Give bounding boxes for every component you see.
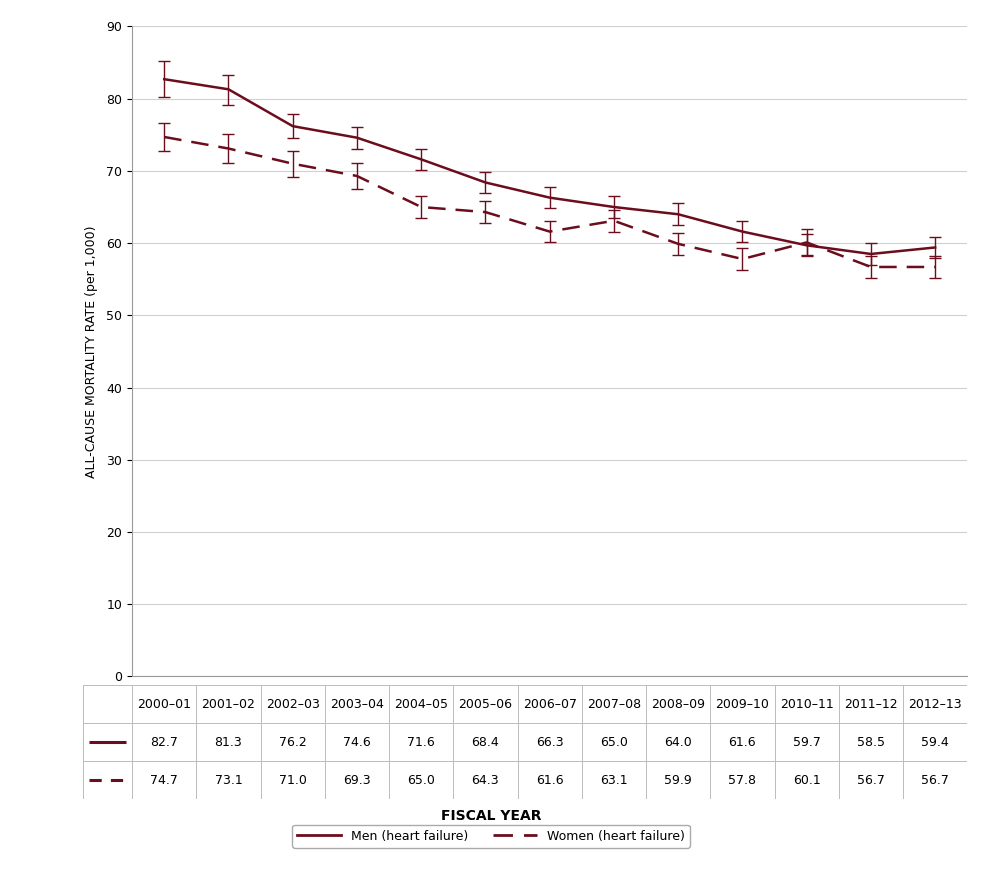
- Text: 63.1: 63.1: [600, 774, 627, 787]
- Text: 2002–03: 2002–03: [266, 698, 319, 711]
- Text: 82.7: 82.7: [150, 736, 178, 749]
- Text: 59.4: 59.4: [921, 736, 949, 749]
- Text: 2010–11: 2010–11: [780, 698, 834, 711]
- Text: 64.3: 64.3: [471, 774, 499, 787]
- Text: 2007–08: 2007–08: [587, 698, 641, 711]
- Text: 56.7: 56.7: [857, 774, 885, 787]
- Text: 60.1: 60.1: [792, 774, 821, 787]
- Text: 71.0: 71.0: [279, 774, 306, 787]
- Text: 65.0: 65.0: [408, 774, 435, 787]
- Text: 2000–01: 2000–01: [137, 698, 191, 711]
- Text: 61.6: 61.6: [729, 736, 756, 749]
- Text: 64.0: 64.0: [664, 736, 692, 749]
- Text: 65.0: 65.0: [600, 736, 627, 749]
- Text: 2011–12: 2011–12: [845, 698, 898, 711]
- Text: 66.3: 66.3: [536, 736, 564, 749]
- Text: 58.5: 58.5: [857, 736, 885, 749]
- Text: 61.6: 61.6: [536, 774, 564, 787]
- Text: 81.3: 81.3: [215, 736, 243, 749]
- Text: 69.3: 69.3: [343, 774, 371, 787]
- Text: 2004–05: 2004–05: [394, 698, 448, 711]
- Text: 71.6: 71.6: [408, 736, 435, 749]
- Text: 2003–04: 2003–04: [330, 698, 384, 711]
- Text: 74.7: 74.7: [150, 774, 178, 787]
- Text: 74.6: 74.6: [343, 736, 371, 749]
- Text: 59.7: 59.7: [792, 736, 821, 749]
- Y-axis label: ALL-CAUSE MORTALITY RATE (per 1,000): ALL-CAUSE MORTALITY RATE (per 1,000): [85, 225, 98, 478]
- Text: 56.7: 56.7: [921, 774, 949, 787]
- Text: 73.1: 73.1: [215, 774, 243, 787]
- Text: 2006–07: 2006–07: [522, 698, 576, 711]
- Text: 2001–02: 2001–02: [201, 698, 255, 711]
- Text: 2005–06: 2005–06: [459, 698, 513, 711]
- Text: 57.8: 57.8: [729, 774, 756, 787]
- Text: 76.2: 76.2: [279, 736, 306, 749]
- Legend: Men (heart failure), Women (heart failure): Men (heart failure), Women (heart failur…: [293, 825, 689, 848]
- Text: 2012–13: 2012–13: [908, 698, 962, 711]
- Text: 68.4: 68.4: [471, 736, 499, 749]
- Text: FISCAL YEAR: FISCAL YEAR: [441, 809, 541, 823]
- Text: 2008–09: 2008–09: [651, 698, 705, 711]
- Text: 2009–10: 2009–10: [716, 698, 769, 711]
- Text: 59.9: 59.9: [664, 774, 692, 787]
